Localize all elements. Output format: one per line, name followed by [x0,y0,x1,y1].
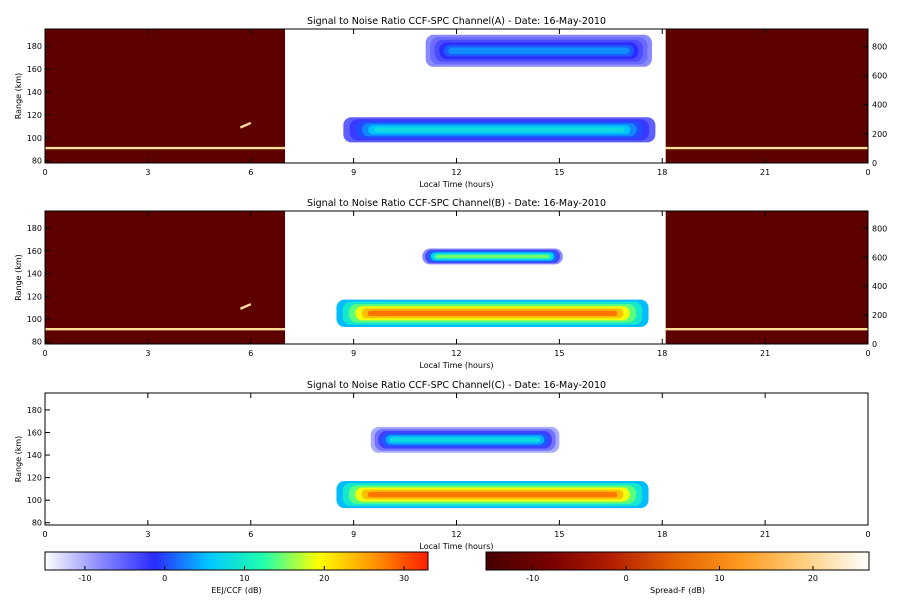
panel-title: Signal to Noise Ratio CCF-SPC Channel(C)… [307,380,606,391]
y2-tick-label: 0 [872,159,877,168]
y-tick-label: 140 [27,451,42,460]
x-tick-label: 15 [554,349,564,358]
colorbar-tick-label: 30 [399,574,409,583]
y-tick-label: 80 [32,519,42,528]
x-tick-label: 0 [865,530,870,539]
spread-f-block [45,211,286,344]
x-tick-label: 3 [145,349,150,358]
y-tick-label: 140 [27,88,42,97]
panel-title: Signal to Noise Ratio CCF-SPC Channel(B)… [307,198,606,209]
echo-region-1 [436,254,549,259]
x-tick-label: 18 [657,349,667,358]
panel-channel-a: Signal to Noise Ratio CCF-SPC Channel(A)… [14,16,887,189]
y-tick-label: 120 [27,292,42,301]
colorbar-tick-label: 0 [624,574,629,583]
x-tick-label: 0 [42,349,47,358]
y2-tick-label: 200 [872,130,887,139]
colorbar-gradient [44,551,429,571]
panel-title: Signal to Noise Ratio CCF-SPC Channel(A)… [307,16,606,27]
colorbar-gradient [485,551,870,571]
x-tick-label: 21 [760,530,770,539]
plot-area [45,29,868,163]
y-axis-label: Range (km) [14,436,23,483]
y-tick-label: 140 [27,270,42,279]
y-tick-label: 80 [32,157,42,166]
colorbar-eej-ccf: -10 0 10 20 30 EEJ/CCF (dB) [44,551,429,595]
x-tick-label: 21 [760,168,770,177]
x-axis-label: Local Time (hours) [419,180,493,189]
x-tick-label: 12 [451,168,461,177]
x-tick-label: 0 [42,530,47,539]
y-tick-label: 120 [27,111,42,120]
plot-area [45,393,868,525]
colorbar-tick-label: 20 [808,574,818,583]
y-tick-label: 120 [27,474,42,483]
y2-tick-label: 0 [872,340,877,349]
x-axis-label: Local Time (hours) [419,542,493,551]
y2-tick-label: 400 [872,101,887,110]
x-tick-label: 18 [657,168,667,177]
y-axis-label: Range (km) [14,73,23,120]
x-tick-label: 3 [145,168,150,177]
y-tick-label: 160 [27,65,42,74]
x-tick-label: 9 [351,349,356,358]
x-tick-label: 3 [145,530,150,539]
echo-region-1 [448,47,630,54]
colorbar-spread-f: -10 0 10 20 Spread-F (dB) [485,551,870,595]
x-tick-label: 12 [451,349,461,358]
x-tick-label: 6 [248,349,253,358]
y-tick-label: 180 [27,406,42,415]
x-tick-label: 15 [554,530,564,539]
spread-f-block [45,29,286,163]
y2-tick-label: 600 [872,72,887,81]
panel-channel-b: Signal to Noise Ratio CCF-SPC Channel(B)… [14,198,887,370]
x-tick-label: 12 [451,530,461,539]
spread-f-block [665,211,868,344]
y2-tick-label: 400 [872,282,887,291]
x-axis-label: Local Time (hours) [419,361,493,370]
colorbar-tick-label: -10 [526,574,539,583]
y2-tick-label: 600 [872,253,887,262]
y-tick-label: 160 [27,247,42,256]
echo-region-0 [367,491,618,498]
x-tick-label: 6 [248,168,253,177]
y2-tick-label: 800 [872,42,887,51]
panel-channel-c: Signal to Noise Ratio CCF-SPC Channel(C)… [14,380,871,551]
x-tick-label: 15 [554,168,564,177]
colorbar-tick-label: 10 [714,574,724,583]
y-tick-label: 180 [27,42,42,51]
spread-f-block [665,29,868,163]
y-tick-label: 160 [27,428,42,437]
x-tick-label: 0 [865,168,870,177]
y-tick-label: 100 [27,315,42,324]
y2-tick-label: 800 [872,224,887,233]
x-tick-label: 9 [351,530,356,539]
plot-area [45,211,868,344]
spread-f-echo-core [240,122,251,128]
echo-region-0 [367,310,618,317]
colorbar-label: EEJ/CCF (dB) [211,586,261,595]
spread-f-echo-core [240,303,251,310]
x-tick-label: 18 [657,530,667,539]
y-tick-label: 100 [27,134,42,143]
y2-tick-label: 200 [872,311,887,320]
y-tick-label: 180 [27,224,42,233]
colorbar-tick-label: 10 [239,574,249,583]
x-tick-label: 0 [42,168,47,177]
colorbar-tick-label: -10 [78,574,91,583]
echo-region-0 [374,127,625,133]
y-tick-label: 100 [27,496,42,505]
echo-region-1 [389,437,541,443]
y-axis-label: Range (km) [14,254,23,301]
x-tick-label: 6 [248,530,253,539]
colorbar-tick-label: 20 [319,574,329,583]
y-tick-label: 80 [32,338,42,347]
x-tick-label: 0 [865,349,870,358]
colorbar-tick-label: 0 [162,574,167,583]
colorbar-label: Spread-F (dB) [650,586,705,595]
x-tick-label: 9 [351,168,356,177]
x-tick-label: 21 [760,349,770,358]
